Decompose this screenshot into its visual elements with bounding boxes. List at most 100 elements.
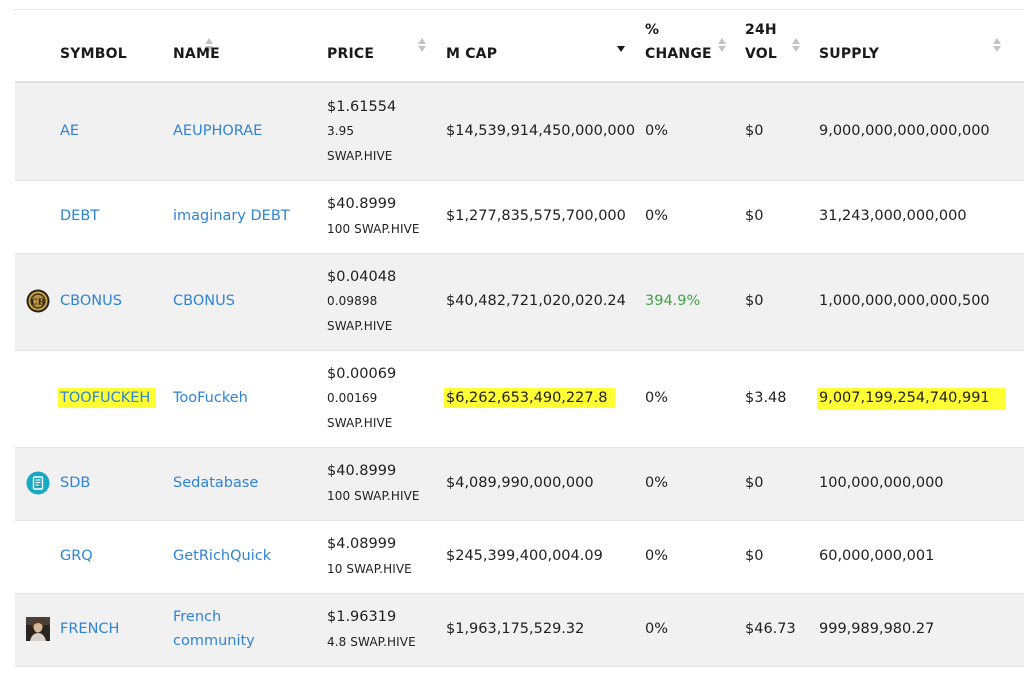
- supply-cell: 9,000,000,000,000,000: [819, 123, 990, 139]
- volume-cell: $0: [745, 208, 764, 225]
- sort-desc-icon[interactable]: [617, 37, 627, 53]
- svg-text:CB: CB: [31, 298, 45, 308]
- price-cell: $40.8999 100 SWAP.HIVE: [327, 180, 446, 253]
- mcap-cell: $1,963,175,529.32: [446, 621, 585, 638]
- token-symbol-link[interactable]: AE: [60, 123, 80, 139]
- header-name[interactable]: NAME: [173, 10, 327, 82]
- price-hive: 100 SWAP.HIVE: [327, 221, 420, 236]
- header-price[interactable]: PRICE: [327, 10, 446, 82]
- price-usd: $0.04048: [327, 268, 397, 285]
- header-mcap[interactable]: M CAP: [446, 10, 645, 82]
- change-cell: 0%: [645, 475, 669, 492]
- token-symbol-link[interactable]: CBONUS: [60, 293, 122, 310]
- supply-highlighted: 9,007,199,254,740,991: [817, 388, 1006, 411]
- header-mcap-label: M CAP: [446, 46, 498, 62]
- supply-cell: 31,243,000,000,000: [819, 208, 967, 225]
- token-name-link[interactable]: AEUPHORAE: [173, 123, 263, 139]
- table-row: FRENCH French community $1.96319 4.8 SWAP…: [15, 593, 1024, 666]
- token-symbol-link[interactable]: FRENCH: [60, 621, 120, 638]
- header-icon-col: [15, 10, 60, 82]
- supply-cell: 100,000,000,000: [819, 475, 944, 492]
- change-cell: 0%: [645, 548, 669, 565]
- token-name-link[interactable]: TooFuckeh: [173, 390, 248, 407]
- change-cell: 0%: [645, 123, 669, 139]
- token-name-link[interactable]: imaginary DEBT: [173, 208, 290, 225]
- token-name-link[interactable]: French community: [173, 609, 255, 650]
- price-usd: $1.96319: [327, 609, 397, 625]
- price-cell: $40.8999 100 SWAP.HIVE: [327, 447, 446, 520]
- price-cell: $0.04048 0.09898 SWAP.HIVE: [327, 253, 446, 350]
- sort-arrows-icon[interactable]: [792, 37, 802, 53]
- mcap-cell: $1,277,835,575,700,000: [446, 208, 626, 225]
- top-divider: [14, 9, 1024, 10]
- header-change-label: % CHANGE: [645, 22, 712, 62]
- header-vol-label: 24H VOL: [745, 22, 778, 62]
- table-row: TOOFUCKEH TooFuckeh $0.00069 0.00169 SWAP.…: [15, 350, 1024, 447]
- mcap-cell: $4,089,990,000,000: [446, 475, 594, 492]
- token-icon-cell: [15, 447, 60, 520]
- price-cell: $4.08999 10 SWAP.HIVE: [327, 520, 446, 593]
- price-hive: 0.00169: [327, 391, 378, 406]
- sort-arrows-icon[interactable]: [418, 37, 428, 53]
- header-supply-label: SUPPLY: [819, 46, 880, 62]
- sort-arrows-icon[interactable]: [205, 37, 215, 53]
- volume-cell: $0: [745, 475, 764, 492]
- change-cell: 0%: [645, 390, 669, 407]
- table-row: SDB Sedatabase $40.8999 100 SWAP.HIVE $4,…: [15, 447, 1024, 520]
- token-name-link[interactable]: CBONUS: [173, 293, 235, 310]
- token-icon-cell: [15, 593, 60, 666]
- volume-cell: $46.73: [745, 621, 796, 638]
- sort-arrows-icon[interactable]: [993, 37, 1003, 53]
- price-hive-unit: SWAP.HIVE: [327, 318, 393, 333]
- mcap-cell: $40,482,721,020,020.24: [446, 293, 626, 310]
- price-hive: 10 SWAP.HIVE: [327, 561, 412, 576]
- french-portrait-icon: [25, 617, 50, 642]
- table-row: CB CBONUS CBONUS $0.04048 0.09898 SWAP.HIV…: [15, 253, 1024, 350]
- price-hive: 100 SWAP.HIVE: [327, 488, 420, 503]
- token-symbol-link[interactable]: GRQ: [60, 548, 93, 565]
- price-hive-unit: SWAP.HIVE: [327, 415, 393, 430]
- header-change[interactable]: % CHANGE: [645, 10, 745, 82]
- change-cell: 394.9%: [645, 293, 701, 310]
- table-header-row: SYMBOL NAME PRICE M CAP % CHANGE 24H VOL S…: [15, 10, 1024, 82]
- token-symbol-link[interactable]: SDB: [60, 475, 91, 492]
- price-usd: $1.61554: [327, 98, 397, 115]
- token-name-link[interactable]: GetRichQuick: [173, 548, 272, 565]
- token-icon-cell: [15, 180, 60, 253]
- header-name-label: NAME: [173, 46, 220, 62]
- token-name-link[interactable]: Sedatabase: [173, 475, 259, 492]
- header-supply[interactable]: SUPPLY: [819, 10, 1024, 82]
- sort-arrows-icon[interactable]: [718, 37, 728, 53]
- price-usd: $4.08999: [327, 536, 397, 552]
- change-cell: 0%: [645, 208, 669, 225]
- header-symbol[interactable]: SYMBOL: [60, 10, 213, 82]
- mcap-cell: $14,539,914,450,000,000: [446, 123, 636, 139]
- token-icon-cell: CB: [15, 253, 60, 350]
- price-hive-unit: SWAP.HIVE: [327, 148, 393, 163]
- change-cell: 0%: [645, 621, 669, 638]
- token-icon-cell: [15, 82, 60, 180]
- price-usd: $0.00069: [327, 365, 397, 382]
- supply-cell: 999,989,980.27: [819, 621, 935, 638]
- mcap-highlighted: $6,262,653,490,227.8: [444, 388, 616, 409]
- token-symbol-link[interactable]: TOOFUCKEH: [58, 388, 157, 409]
- token-table: SYMBOL NAME PRICE M CAP % CHANGE 24H VOL S…: [15, 10, 1024, 667]
- supply-cell: 1,000,000,000,000,500: [819, 293, 990, 310]
- token-icon-cell: [15, 520, 60, 593]
- volume-cell: $0: [745, 293, 764, 310]
- volume-cell: $0: [745, 548, 764, 565]
- price-cell: $1.61554 3.95 SWAP.HIVE: [327, 82, 446, 180]
- header-symbol-label: SYMBOL: [60, 46, 127, 62]
- mcap-cell: $245,399,400,004.09: [446, 548, 603, 565]
- price-cell: $1.96319 4.8 SWAP.HIVE: [327, 593, 446, 666]
- price-hive: 0.09898: [327, 294, 378, 309]
- table-row: DEBT imaginary DEBT $40.8999 100 SWAP.HIV…: [15, 180, 1024, 253]
- token-symbol-link[interactable]: DEBT: [60, 208, 100, 225]
- price-hive: 3.95: [327, 124, 355, 138]
- header-vol[interactable]: 24H VOL: [745, 10, 819, 82]
- sedatabase-logo-icon: [26, 471, 49, 495]
- mcap-cell: $6,262,653,490,227.8: [444, 350, 645, 447]
- table-row: GRQ GetRichQuick $4.08999 10 SWAP.HIVE $2…: [15, 520, 1024, 593]
- volume-cell: $3.48: [745, 390, 787, 407]
- cbonus-coin-icon: CB: [26, 289, 49, 313]
